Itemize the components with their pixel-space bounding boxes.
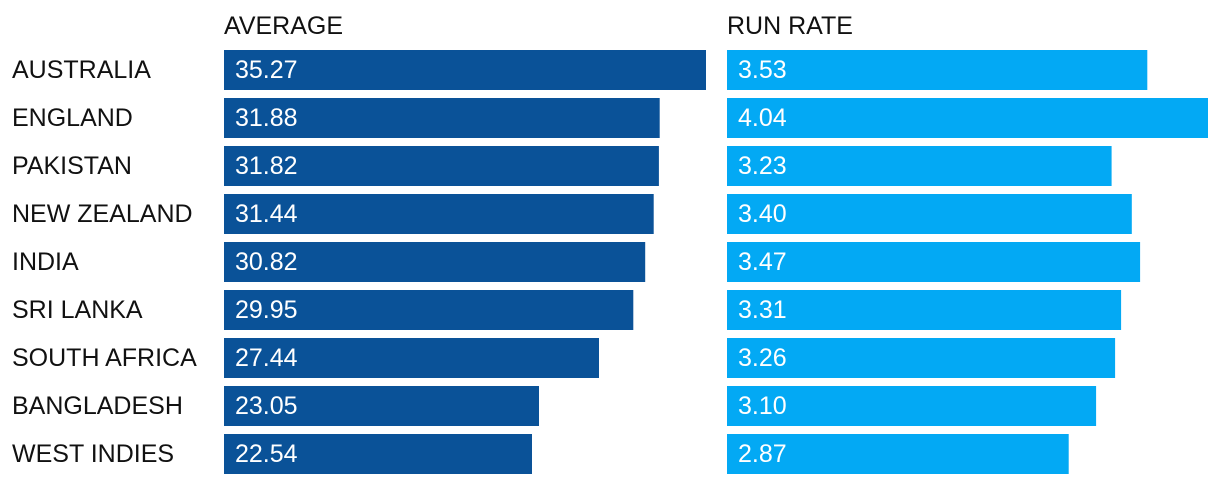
category-label: PAKISTAN xyxy=(12,152,132,180)
bar xyxy=(224,146,659,186)
bar xyxy=(727,50,1148,90)
category-label: BANGLADESH xyxy=(12,392,183,420)
bar xyxy=(224,434,532,474)
data-label: 3.10 xyxy=(738,392,787,420)
category-label: SOUTH AFRICA xyxy=(12,344,197,372)
bar xyxy=(224,242,646,282)
panel-header: AVERAGE xyxy=(224,12,343,40)
category-label: WEST INDIES xyxy=(12,440,174,468)
data-label: 2.87 xyxy=(738,440,787,468)
data-label: 35.27 xyxy=(235,56,298,84)
bar xyxy=(224,98,660,138)
data-label: 30.82 xyxy=(235,248,298,276)
bar xyxy=(727,434,1069,474)
data-label: 3.47 xyxy=(738,248,787,276)
data-label: 3.26 xyxy=(738,344,787,372)
bar xyxy=(727,98,1208,138)
bar xyxy=(224,386,539,426)
category-label: SRI LANKA xyxy=(12,296,143,324)
bar xyxy=(727,386,1097,426)
bar xyxy=(727,338,1116,378)
bar xyxy=(224,338,599,378)
category-label: ENGLAND xyxy=(12,104,133,132)
bar xyxy=(224,50,706,90)
data-label: 31.88 xyxy=(235,104,298,132)
panel-header: RUN RATE xyxy=(727,12,853,40)
category-label: INDIA xyxy=(12,248,79,276)
data-label: 3.53 xyxy=(738,56,787,84)
data-label: 3.40 xyxy=(738,200,787,228)
data-label: 4.04 xyxy=(738,104,787,132)
data-label: 3.31 xyxy=(738,296,787,324)
bar xyxy=(727,242,1141,282)
data-label: 3.23 xyxy=(738,152,787,180)
data-label: 27.44 xyxy=(235,344,298,372)
data-label: 22.54 xyxy=(235,440,298,468)
data-label: 31.44 xyxy=(235,200,298,228)
data-label: 23.05 xyxy=(235,392,298,420)
category-label: NEW ZEALAND xyxy=(12,200,193,228)
bar xyxy=(224,194,654,234)
bar xyxy=(727,194,1132,234)
category-label: AUSTRALIA xyxy=(12,56,151,84)
bar xyxy=(727,290,1122,330)
bar xyxy=(727,146,1112,186)
bar xyxy=(224,290,634,330)
data-label: 31.82 xyxy=(235,152,298,180)
data-label: 29.95 xyxy=(235,296,298,324)
